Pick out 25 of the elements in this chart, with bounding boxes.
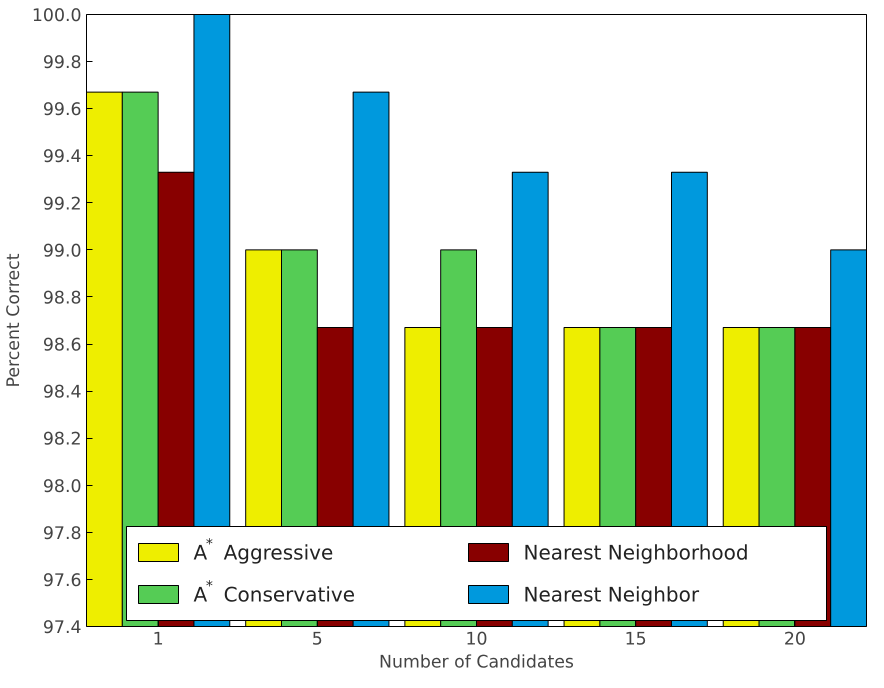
y-tick-label: 98.6 [42,336,82,356]
x-tick-label: 20 [784,630,806,650]
y-tick-label: 100.0 [32,6,82,26]
y-tick-label: 98.0 [42,476,82,497]
y-tick-label: 97.8 [42,524,82,544]
y-tick-label: 98.4 [42,382,82,403]
y-tick-label: 97.6 [42,570,82,591]
y-tick-label: 99.8 [42,53,82,74]
y-tick-label: 99.6 [42,100,82,120]
legend-label: A* Aggressive [194,536,334,564]
x-tick-label: 15 [624,630,647,650]
legend-label: Nearest Neighbor [524,582,700,606]
x-tick-label: 10 [465,630,488,650]
y-tick-label: 99.4 [42,147,82,168]
y-tick-label: 98.8 [42,288,82,308]
x-tick-label: 5 [312,630,323,650]
x-tick-label: 1 [152,630,164,650]
y-tick-label: 98.2 [42,430,82,450]
x-axis-title: Number of Candidates [379,652,574,672]
y-axis-title: Percent Correct [4,253,24,388]
y-tick-label: 99.0 [42,241,82,262]
y-tick-label: 99.2 [42,194,82,214]
legend-label: A* Conservative [194,578,356,606]
y-tick-label: 97.4 [42,618,82,638]
legend-label: Nearest Neighborhood [524,540,749,564]
